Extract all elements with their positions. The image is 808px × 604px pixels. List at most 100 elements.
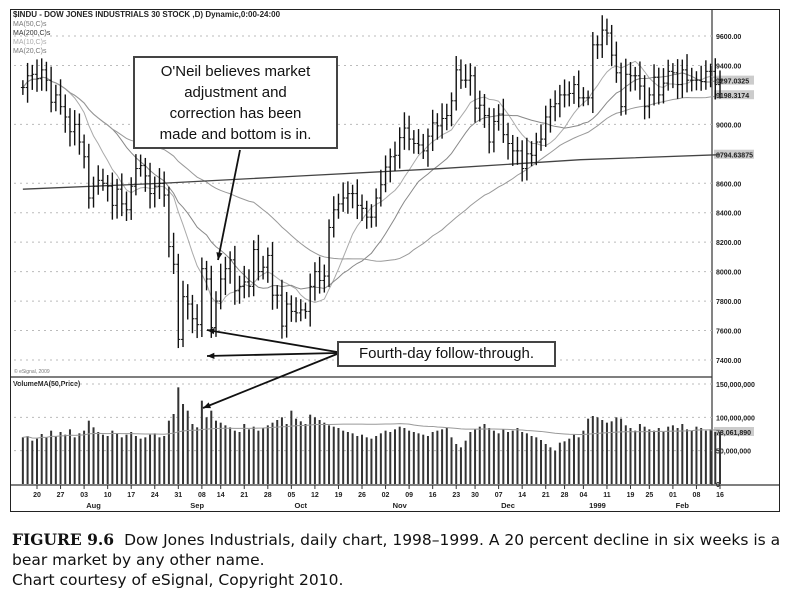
x-tick-label: 25 xyxy=(645,492,653,499)
price-bar xyxy=(416,129,421,155)
volume-bar xyxy=(436,430,439,484)
volume-bar xyxy=(332,426,335,484)
volume-bar xyxy=(36,438,38,484)
volume-last-label: 78,061,890 xyxy=(716,430,751,437)
volume-bar xyxy=(64,434,67,484)
price-bar xyxy=(162,171,167,207)
price-bar xyxy=(251,240,256,297)
price-bar xyxy=(119,173,124,217)
price-bar xyxy=(133,154,138,196)
price-bar xyxy=(444,103,449,131)
x-month-label: Dec xyxy=(501,501,515,510)
price-bar xyxy=(666,59,671,91)
volume-bar xyxy=(714,432,717,484)
price-bar xyxy=(609,24,614,67)
price-bar xyxy=(491,108,496,153)
price-bar xyxy=(628,62,633,92)
volume-bar xyxy=(568,438,571,484)
x-tick-label: 21 xyxy=(542,492,550,499)
price-bar xyxy=(590,32,595,114)
volume-bar xyxy=(134,436,137,484)
volume-bar xyxy=(167,420,170,484)
callout-line: adjustment and xyxy=(184,84,287,101)
price-bar xyxy=(647,87,652,119)
last-value-box xyxy=(714,90,754,100)
price-bar xyxy=(586,90,591,106)
price-bar xyxy=(298,299,303,322)
price-bar xyxy=(204,260,209,291)
price-bar xyxy=(327,219,332,288)
callout-bottom-is-in: O'Neil believes market adjustment and co… xyxy=(133,56,338,149)
price-bar xyxy=(72,110,77,146)
volume-bar xyxy=(676,428,679,484)
price-bar xyxy=(115,178,120,219)
volume-bar xyxy=(365,437,368,484)
price-bar xyxy=(670,63,675,89)
volume-bar xyxy=(554,450,557,484)
price-bar xyxy=(279,279,284,339)
x-month-label: Sep xyxy=(190,501,204,510)
volume-bar xyxy=(549,447,552,484)
price-bar xyxy=(176,253,181,349)
figure-caption: FIGURE 9.6 Dow Jones Industrials, daily c… xyxy=(12,530,802,590)
x-month-label: Oct xyxy=(295,501,308,510)
volume-bar xyxy=(709,429,712,484)
last-value-label: 9198.3174 xyxy=(716,93,749,100)
price-bar xyxy=(261,255,266,280)
volume-bar xyxy=(620,418,623,484)
volume-bar xyxy=(101,434,104,484)
volume-bar xyxy=(144,437,147,484)
volume-bar xyxy=(328,425,331,484)
price-bar xyxy=(322,264,327,293)
price-bar xyxy=(312,262,317,301)
price-bar xyxy=(539,124,544,151)
volume-bar xyxy=(31,440,34,484)
price-bar xyxy=(553,90,558,122)
volume-bar xyxy=(92,427,95,484)
volume-bar xyxy=(643,426,646,484)
price-bar xyxy=(294,297,299,323)
price-bar xyxy=(487,107,492,154)
price-bar xyxy=(374,188,379,227)
volume-bar xyxy=(323,422,326,484)
x-tick-label: 28 xyxy=(561,492,569,499)
volume-bar xyxy=(163,436,166,484)
price-bar xyxy=(520,140,525,182)
volume-bar xyxy=(469,432,472,484)
volume-bar xyxy=(601,420,604,484)
figure-number: FIGURE 9.6 xyxy=(12,530,115,549)
volume-bar xyxy=(182,404,185,484)
volume-bar xyxy=(304,424,307,484)
volume-bar xyxy=(657,428,660,484)
volume-bar xyxy=(153,433,156,484)
volume-bar xyxy=(54,436,57,484)
price-bar xyxy=(468,63,473,96)
volume-bar xyxy=(624,425,627,484)
legend-ma200: MA(200,C)s xyxy=(13,30,51,37)
price-bar xyxy=(652,64,657,106)
price-tick-label: 7600.00 xyxy=(716,329,741,336)
ma50-line xyxy=(22,76,721,262)
volume-bar xyxy=(686,429,689,484)
price-bar xyxy=(49,66,54,113)
price-bar xyxy=(171,232,176,274)
volume-bar xyxy=(422,434,425,484)
volume-bar xyxy=(106,436,109,484)
price-bar xyxy=(543,105,548,147)
price-bar xyxy=(86,143,91,209)
legend-ma50: MA(50,C)s xyxy=(13,21,47,28)
volume-bar xyxy=(233,430,236,484)
annotation-arrow xyxy=(206,352,338,357)
price-bar xyxy=(421,133,426,159)
price-bar xyxy=(360,194,365,221)
x-tick-label: 27 xyxy=(57,492,65,499)
volume-bar xyxy=(130,432,133,484)
price-bar xyxy=(718,70,722,99)
price-bar xyxy=(129,177,134,220)
price-tick-label: 8400.00 xyxy=(716,211,741,218)
price-bar xyxy=(713,58,718,100)
volume-bar xyxy=(667,426,670,484)
volume-bar xyxy=(704,430,707,484)
price-bar xyxy=(576,70,581,108)
chart-title: $INDU - DOW JONES INDUSTRIALS 30 STOCK ,… xyxy=(13,10,281,19)
